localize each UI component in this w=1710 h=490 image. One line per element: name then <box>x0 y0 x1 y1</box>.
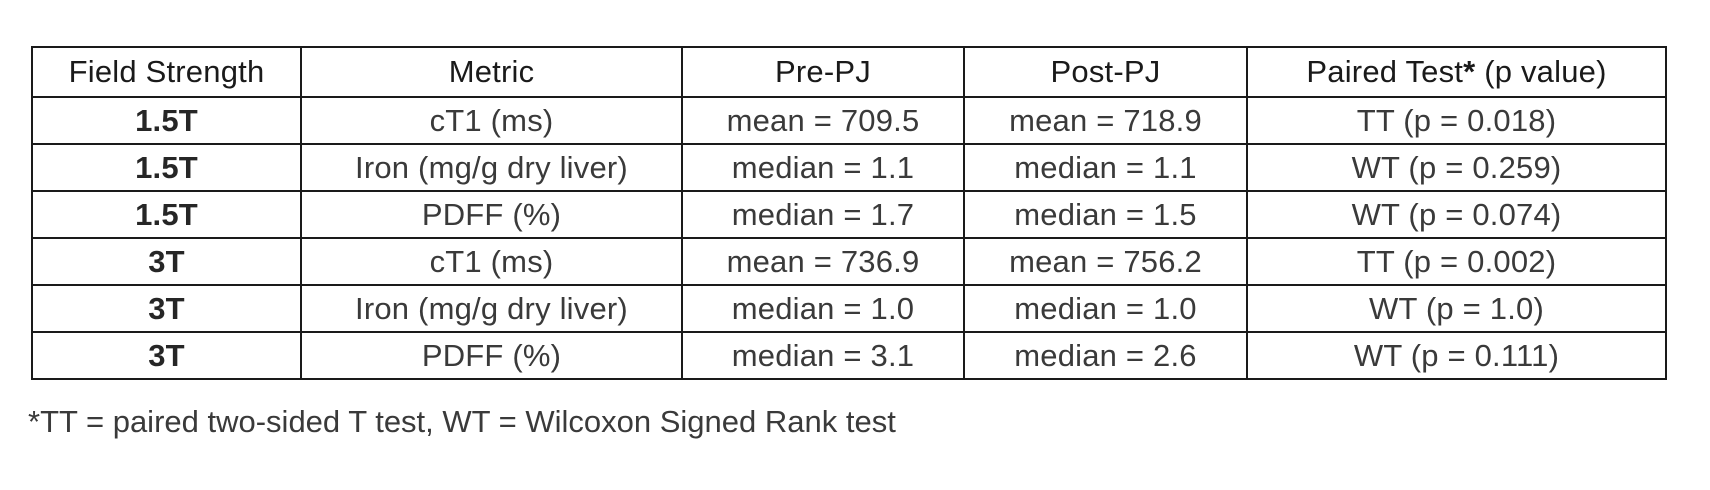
cell-metric: PDFF (%) <box>300 331 683 380</box>
header-post-pj: Post-PJ <box>963 46 1248 98</box>
cell-pre-pj: median = 1.0 <box>681 284 965 333</box>
cell-field-strength: 3T <box>31 331 302 380</box>
cell-pre-pj: median = 1.1 <box>681 143 965 192</box>
cell-paired-test: WT (p = 0.259) <box>1246 143 1667 192</box>
cell-field-strength: 1.5T <box>31 190 302 239</box>
cell-paired-test: WT (p = 0.074) <box>1246 190 1667 239</box>
cell-field-strength: 1.5T <box>31 143 302 192</box>
cell-post-pj: median = 2.6 <box>963 331 1248 380</box>
header-pre-pj: Pre-PJ <box>681 46 965 98</box>
cell-paired-test: TT (p = 0.002) <box>1246 237 1667 286</box>
table-row: 1.5T Iron (mg/g dry liver) median = 1.1 … <box>31 143 1667 192</box>
cell-metric: Iron (mg/g dry liver) <box>300 284 683 333</box>
cell-pre-pj: mean = 709.5 <box>681 96 965 145</box>
table-row: 1.5T PDFF (%) median = 1.7 median = 1.5 … <box>31 190 1667 239</box>
table-footnote: *TT = paired two-sided T test, WT = Wilc… <box>28 404 896 439</box>
cell-post-pj: median = 1.5 <box>963 190 1248 239</box>
cell-post-pj: mean = 718.9 <box>963 96 1248 145</box>
cell-pre-pj: median = 1.7 <box>681 190 965 239</box>
cell-field-strength: 1.5T <box>31 96 302 145</box>
header-paired-test: Paired Test* (p value) <box>1246 46 1667 98</box>
cell-paired-test: WT (p = 0.111) <box>1246 331 1667 380</box>
cell-paired-test: WT (p = 1.0) <box>1246 284 1667 333</box>
cell-pre-pj: mean = 736.9 <box>681 237 965 286</box>
header-row: Field Strength Metric Pre-PJ Post-PJ Pai… <box>31 46 1667 98</box>
cell-post-pj: mean = 756.2 <box>963 237 1248 286</box>
cell-metric: cT1 (ms) <box>300 96 683 145</box>
cell-metric: Iron (mg/g dry liver) <box>300 143 683 192</box>
cell-metric: cT1 (ms) <box>300 237 683 286</box>
cell-post-pj: median = 1.1 <box>963 143 1248 192</box>
table-row: 3T PDFF (%) median = 3.1 median = 2.6 WT… <box>31 331 1667 380</box>
footnote-marker: * <box>1463 54 1476 89</box>
table-row: 3T Iron (mg/g dry liver) median = 1.0 me… <box>31 284 1667 333</box>
cell-pre-pj: median = 3.1 <box>681 331 965 380</box>
cell-field-strength: 3T <box>31 237 302 286</box>
table-row: 1.5T cT1 (ms) mean = 709.5 mean = 718.9 … <box>31 96 1667 145</box>
results-table: Field Strength Metric Pre-PJ Post-PJ Pai… <box>31 46 1667 380</box>
cell-post-pj: median = 1.0 <box>963 284 1248 333</box>
header-field-strength: Field Strength <box>31 46 302 98</box>
cell-paired-test: TT (p = 0.018) <box>1246 96 1667 145</box>
cell-field-strength: 3T <box>31 284 302 333</box>
cell-metric: PDFF (%) <box>300 190 683 239</box>
header-metric: Metric <box>300 46 683 98</box>
table-row: 3T cT1 (ms) mean = 736.9 mean = 756.2 TT… <box>31 237 1667 286</box>
